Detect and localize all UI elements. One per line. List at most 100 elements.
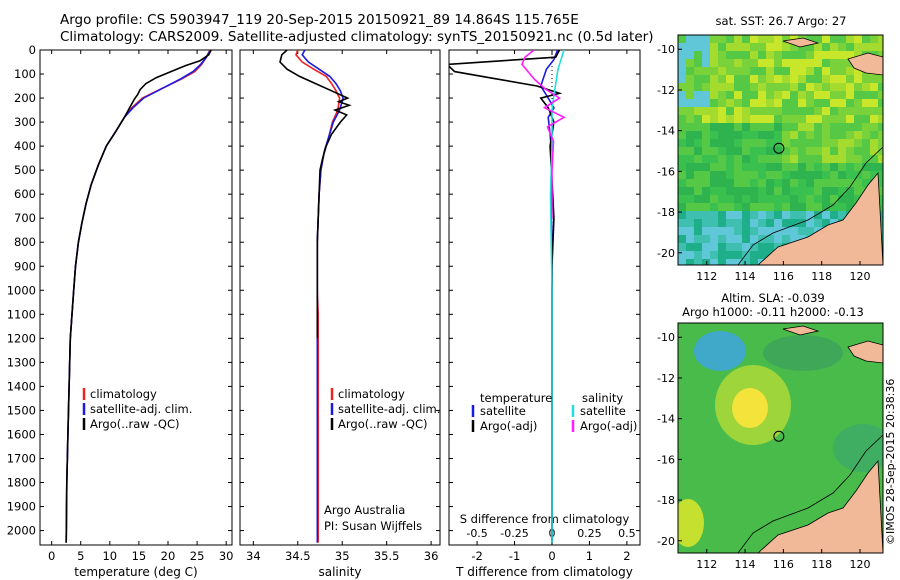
sst-cell <box>798 147 806 155</box>
sst-cell <box>710 83 718 91</box>
sst-cell <box>710 131 718 139</box>
sst-cell <box>742 235 750 243</box>
sst-cell <box>846 75 854 83</box>
temperature-series-argo---raw--qc- <box>65 50 212 543</box>
sst-cell <box>806 67 814 75</box>
sst-cell <box>854 163 862 171</box>
sst-cell <box>790 115 798 123</box>
sst-cell <box>790 195 798 203</box>
sst-cell <box>790 187 798 195</box>
sst-cell <box>678 115 686 123</box>
sst-cell <box>782 91 790 99</box>
sst-cell <box>710 59 718 67</box>
sst-cell <box>798 83 806 91</box>
sst-cell <box>702 155 710 163</box>
sst-cell <box>822 131 830 139</box>
sst-cell <box>742 211 750 219</box>
sst-cell <box>782 123 790 131</box>
sst-cell <box>742 91 750 99</box>
sst-cell <box>702 251 710 259</box>
sst-cell <box>870 115 878 123</box>
sst-cell <box>862 43 870 51</box>
sst-cell <box>710 99 718 107</box>
sst-cell <box>838 187 846 195</box>
sst-cell <box>798 91 806 99</box>
sst-cell <box>766 107 774 115</box>
sst-cell <box>758 147 766 155</box>
sst-cell <box>838 131 846 139</box>
sst-cell <box>694 195 702 203</box>
sst-cell <box>734 91 742 99</box>
sst-cell <box>742 147 750 155</box>
sst-cell <box>718 243 726 251</box>
sst-cell <box>878 107 883 115</box>
sst-cell <box>830 123 838 131</box>
sst-cell <box>718 35 726 43</box>
sst-cell <box>846 83 854 91</box>
sst-cell <box>830 131 838 139</box>
sst-cell <box>846 51 854 59</box>
sst-cell <box>798 187 806 195</box>
sst-cell <box>838 91 846 99</box>
sst-cell <box>798 99 806 107</box>
sst-cell <box>734 131 742 139</box>
sst-cell <box>742 227 750 235</box>
depth-tick-label: 1200 <box>7 331 36 345</box>
sst-cell <box>846 155 854 163</box>
sst-cell <box>742 163 750 171</box>
depth-tick-label: 1100 <box>7 307 36 321</box>
sst-cell <box>774 187 782 195</box>
sst-cell <box>694 203 702 211</box>
sst-cell <box>718 59 726 67</box>
sst-cell <box>814 179 822 187</box>
sst-cell <box>846 35 854 43</box>
sst-cell <box>694 131 702 139</box>
sst-cell <box>734 99 742 107</box>
sst-cell <box>774 171 782 179</box>
sst-cell <box>758 75 766 83</box>
sst-cell <box>686 107 694 115</box>
sst-cell <box>822 171 830 179</box>
sst-cell <box>878 99 883 107</box>
sst-cell <box>798 75 806 83</box>
sst-cell <box>774 59 782 67</box>
sst-cell <box>686 187 694 195</box>
sst-cell <box>686 243 694 251</box>
sst-cell <box>822 67 830 75</box>
sst-cell <box>782 59 790 67</box>
sst-cell <box>718 107 726 115</box>
sst-cell <box>694 67 702 75</box>
depth-tick-label: 1700 <box>7 451 36 465</box>
sst-cell <box>710 227 718 235</box>
sst-cell <box>814 91 822 99</box>
sst-cell <box>694 107 702 115</box>
imos-timestamp: ©IMOS 28-Sep-2015 20:38:36 <box>884 378 897 545</box>
sst-cell <box>734 219 742 227</box>
sst-cell <box>758 91 766 99</box>
sst-cell <box>782 163 790 171</box>
sst-cell <box>718 83 726 91</box>
sst-cell <box>750 259 758 265</box>
sla_map-xtick-label: 112 <box>696 558 717 571</box>
sst-cell <box>678 83 686 91</box>
sst-cell <box>678 51 686 59</box>
sst-cell <box>806 59 814 67</box>
temperature-axis-label: temperature (deg C) <box>74 565 197 579</box>
sst-cell <box>838 179 846 187</box>
sst-cell <box>694 179 702 187</box>
sst-cell <box>790 147 798 155</box>
sst-cell <box>678 219 686 227</box>
pi-name-label: PI: Susan Wijffels <box>324 519 422 533</box>
sst-cell <box>822 43 830 51</box>
sst-cell <box>686 75 694 83</box>
sst-cell <box>718 43 726 51</box>
sst-cell <box>686 195 694 203</box>
sst-cell <box>806 123 814 131</box>
sst-cell <box>806 107 814 115</box>
sst-cell <box>766 67 774 75</box>
sst-cell <box>806 35 814 43</box>
sst-cell <box>774 99 782 107</box>
sst-cell <box>862 115 870 123</box>
sst-cell <box>814 139 822 147</box>
sst-cell <box>814 115 822 123</box>
